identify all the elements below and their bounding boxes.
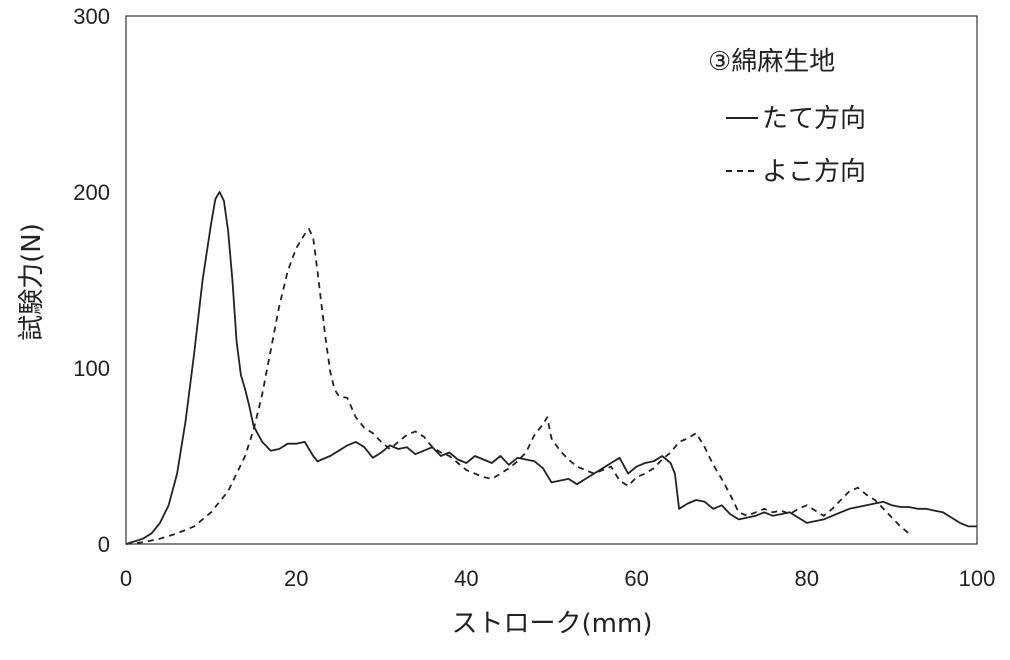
- series-line-1: [125, 191, 977, 545]
- x-tick-labels: 0 20 40 60 80 100: [120, 566, 995, 591]
- y-tick-label: 100: [73, 356, 110, 381]
- y-tick-label: 200: [73, 180, 110, 205]
- x-tick-label: 80: [795, 566, 819, 591]
- legend-label-series-1: たて方向: [762, 104, 866, 134]
- x-tick-label: 40: [454, 566, 478, 591]
- legend: ③綿麻生地 たて方向 よこ方向: [708, 47, 866, 187]
- x-axis-label: ストローク(mm): [452, 609, 653, 639]
- y-tick-label: 300: [73, 4, 110, 29]
- y-axis-label: 試験力(N): [17, 223, 47, 341]
- legend-label-series-2: よこ方向: [762, 157, 866, 187]
- series-line-2: [125, 228, 910, 545]
- y-tick-label: 0: [98, 532, 110, 557]
- x-tick-label: 60: [624, 566, 648, 591]
- x-tick-label: 100: [959, 566, 996, 591]
- y-tick-labels: 0 100 200 300: [73, 4, 110, 557]
- plot-area-frame: [125, 15, 978, 545]
- chart-title: ③綿麻生地: [708, 47, 835, 77]
- x-tick-label: 0: [120, 566, 132, 591]
- x-tick-label: 20: [284, 566, 308, 591]
- series-layer: [125, 191, 977, 545]
